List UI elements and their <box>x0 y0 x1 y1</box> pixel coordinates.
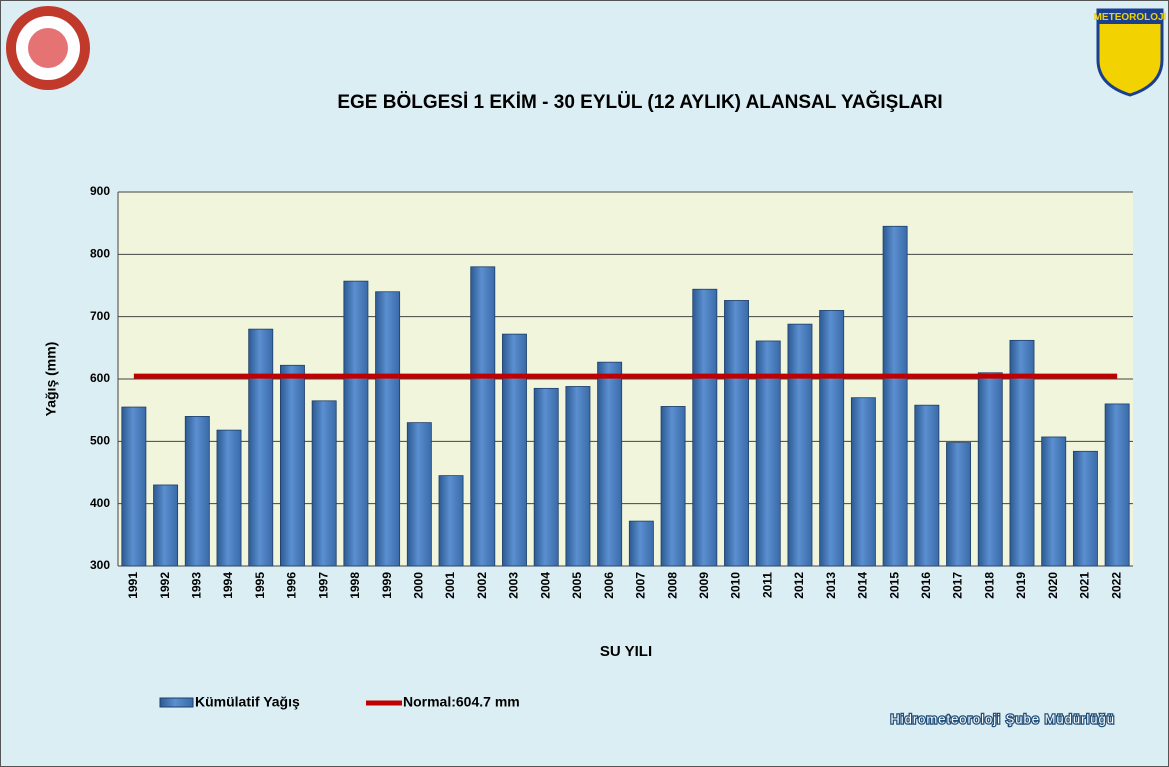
x-tick-label: 2008 <box>665 572 679 599</box>
bar <box>344 281 368 566</box>
x-tick-label: 2013 <box>824 572 838 599</box>
bar <box>534 388 558 566</box>
bar <box>471 267 495 566</box>
x-tick-label: 2011 <box>760 572 774 598</box>
x-tick-label: 1998 <box>348 572 362 599</box>
bar <box>439 476 463 566</box>
bar <box>312 401 336 566</box>
y-tick-label: 800 <box>90 247 110 261</box>
bar <box>217 430 241 566</box>
x-tick-label: 1996 <box>285 572 299 599</box>
bar <box>185 416 209 566</box>
x-tick-label: 2015 <box>887 572 901 599</box>
x-tick-label: 2020 <box>1046 572 1060 599</box>
bar <box>598 362 622 566</box>
x-tick-label: 2022 <box>1109 572 1123 599</box>
bar <box>851 398 875 566</box>
x-tick-label: 2018 <box>982 572 996 599</box>
bar <box>1042 437 1066 566</box>
x-tick-label: 2021 <box>1078 572 1092 599</box>
footer: Hidrometeoroloji Şube Müdürlüğü <box>890 711 1115 726</box>
x-tick-label: 2002 <box>475 572 489 599</box>
bar <box>280 365 304 566</box>
x-tick-label: 2004 <box>538 572 552 599</box>
y-tick-label: 600 <box>90 371 110 385</box>
x-tick-label: 2010 <box>729 572 743 599</box>
x-tick-label: 1997 <box>316 572 330 599</box>
chart: METEOROLOJİ EGE BÖLGESİ 1 EKİM - 30 EYLÜ… <box>0 0 1169 767</box>
y-tick-label: 700 <box>90 309 110 323</box>
bar <box>566 386 590 566</box>
logo-text: METEOROLOJİ <box>1094 10 1167 23</box>
x-tick-label: 1999 <box>380 572 394 599</box>
bar <box>249 329 273 566</box>
y-axis-label: Yağış (mm) <box>43 342 59 417</box>
bar <box>502 334 526 566</box>
x-tick-label: 1993 <box>189 572 203 599</box>
x-tick-label: 2003 <box>507 572 521 599</box>
x-axis-label: SU YILI <box>600 643 652 660</box>
bar <box>978 373 1002 566</box>
logo-left <box>6 6 90 90</box>
y-tick-label: 400 <box>90 496 110 510</box>
x-tick-label: 1995 <box>253 572 267 599</box>
bar <box>724 300 748 566</box>
bar <box>154 485 178 566</box>
bar <box>883 226 907 566</box>
x-tick-label: 2000 <box>412 572 426 599</box>
bar <box>629 521 653 566</box>
x-tick-label: 2009 <box>697 572 711 599</box>
legend-swatch <box>160 698 193 707</box>
y-tick-label: 900 <box>90 184 110 198</box>
y-tick-label: 500 <box>90 434 110 448</box>
x-tick-label: 1994 <box>221 572 235 599</box>
legend-label: Kümülatif Yağış <box>195 694 300 710</box>
y-tick-label: 300 <box>90 558 110 572</box>
legend-label: Normal:604.7 mm <box>403 694 520 710</box>
x-tick-label: 2012 <box>792 572 806 599</box>
bar <box>788 324 812 566</box>
x-tick-label: 2014 <box>856 572 870 599</box>
bar <box>407 423 431 566</box>
x-tick-label: 2017 <box>951 572 965 599</box>
x-tick-label: 2001 <box>443 572 457 599</box>
bar <box>661 406 685 566</box>
bar <box>376 292 400 566</box>
x-tick-label: 2016 <box>919 572 933 599</box>
x-tick-label: 1991 <box>126 572 140 599</box>
bar <box>915 405 939 566</box>
x-tick-label: 2007 <box>634 572 648 599</box>
bar <box>1073 451 1097 566</box>
x-tick-label: 2005 <box>570 572 584 599</box>
chart-title: EGE BÖLGESİ 1 EKİM - 30 EYLÜL (12 AYLIK)… <box>337 91 942 113</box>
bar <box>1105 404 1129 566</box>
x-tick-label: 2006 <box>602 572 616 599</box>
x-tick-label: 1992 <box>158 572 172 599</box>
x-tick-label: 2019 <box>1014 572 1028 599</box>
bar <box>693 289 717 566</box>
bar <box>946 443 970 566</box>
bar <box>122 407 146 566</box>
bar <box>820 310 844 566</box>
